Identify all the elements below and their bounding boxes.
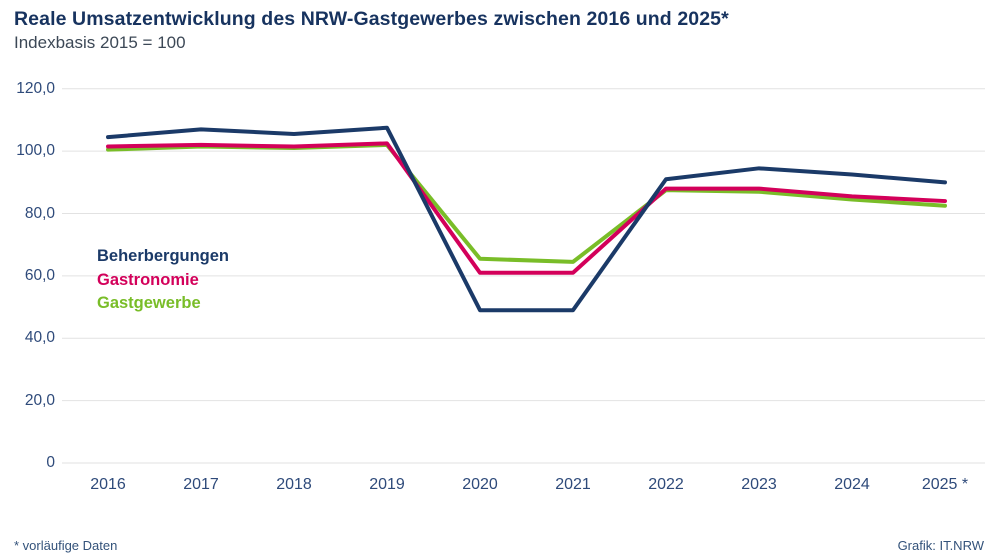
legend-item-gastgewerbe: Gastgewerbe	[97, 294, 201, 312]
series-line-gastronomie	[106, 141, 947, 275]
y-tick-label: 120,0	[16, 79, 55, 97]
x-tick-label: 2023	[741, 476, 777, 493]
y-tick-label: 0	[46, 454, 55, 471]
x-tick-label: 2021	[555, 476, 591, 493]
y-tick-label: 60,0	[24, 266, 55, 284]
x-tick-label: 2019	[369, 476, 405, 493]
legend-item-gastronomie: Gastronomie	[97, 270, 199, 289]
series-line-gastgewerbe	[106, 142, 947, 264]
x-tick-label: 2024	[834, 476, 870, 493]
y-tick-label: 20,0	[24, 391, 55, 409]
x-tick-label: 2025 *	[921, 476, 969, 493]
x-tick-label: 2022	[648, 476, 684, 493]
legend-item-beherbergungen: Beherbergungen	[97, 247, 230, 265]
chart-subtitle: Indexbasis 2015 = 100	[14, 33, 186, 52]
footnote: * vorläufige Daten	[14, 538, 118, 553]
y-tick-label: 80,0	[24, 204, 55, 222]
credit-label: Grafik: IT.NRW	[897, 538, 984, 553]
series-line-beherbergungen	[106, 125, 947, 313]
x-tick-label: 2017	[183, 476, 219, 493]
x-tick-label: 2018	[276, 476, 312, 493]
chart-legend: Beherbergungen Gastronomie Gastgewerbe	[97, 245, 229, 316]
x-tick-label: 2020	[462, 476, 498, 493]
y-tick-label: 40,0	[24, 329, 55, 347]
x-tick-label: 2016	[90, 476, 126, 493]
chart-title: Reale Umsatzentwicklung des NRW-Gastgewe…	[14, 8, 729, 30]
y-tick-label: 100,0	[16, 142, 55, 160]
